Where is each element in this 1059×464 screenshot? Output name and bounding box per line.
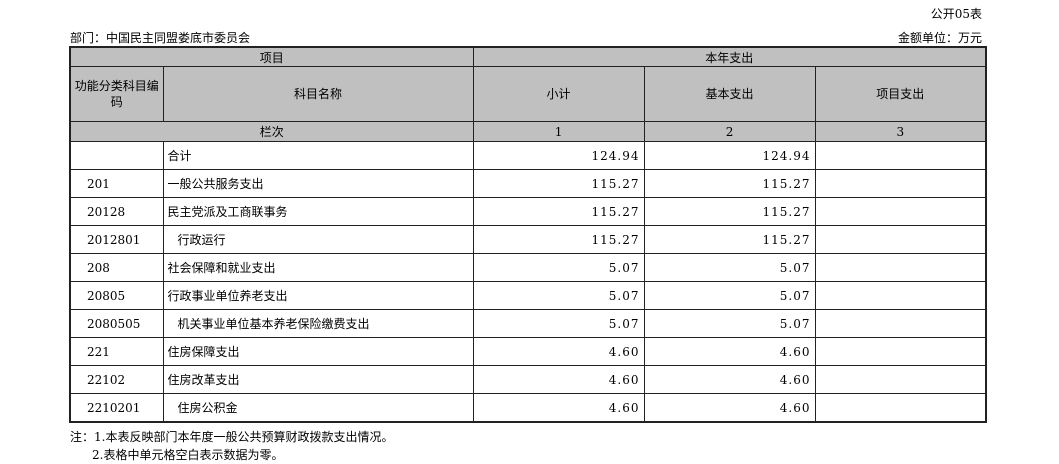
table-row: 201 一般公共服务支出 115.27 115.27 xyxy=(69,169,987,198)
cell-name: 行政事业单位养老支出 xyxy=(162,281,474,310)
cell-basic: 115.27 xyxy=(643,225,816,254)
cell-name: 民主党派及工商联事务 xyxy=(162,197,474,226)
table-row: 20805 行政事业单位养老支出 5.07 5.07 xyxy=(69,281,987,310)
header-current-year: 本年支出 xyxy=(472,46,987,67)
cell-name: 住房保障支出 xyxy=(162,337,474,366)
header-project: 项目 xyxy=(69,46,474,67)
col-number-1: 1 xyxy=(472,121,645,142)
col-number-3: 3 xyxy=(814,121,987,142)
cell-code: 2012801 xyxy=(69,225,164,254)
notes: 注：1.本表反映部门本年度一般公共预算财政拨款支出情况。 2.表格中单元格空白表… xyxy=(70,428,393,464)
cell-name: 社会保障和就业支出 xyxy=(162,253,474,282)
form-number: 公开05表 xyxy=(930,7,982,21)
table-row: 2080505 机关事业单位基本养老保险缴费支出 5.07 5.07 xyxy=(69,309,987,338)
header-name: 科目名称 xyxy=(162,66,474,122)
cell-project xyxy=(814,197,987,226)
cell-basic: 4.60 xyxy=(643,365,816,394)
cell-project xyxy=(814,337,987,366)
department-label: 部门：中国民主同盟娄底市委员会 xyxy=(70,31,251,45)
cell-code: 20128 xyxy=(69,197,164,226)
table-row: 22102 住房改革支出 4.60 4.60 xyxy=(69,365,987,394)
cell-code: 221 xyxy=(69,337,164,366)
cell-project xyxy=(814,225,987,254)
cell-name: 机关事业单位基本养老保险缴费支出 xyxy=(162,309,474,338)
cell-basic: 115.27 xyxy=(643,197,816,226)
cell-subtotal: 5.07 xyxy=(472,253,645,282)
header-subtotal: 小计 xyxy=(472,66,645,122)
cell-name: 行政运行 xyxy=(162,225,474,254)
cell-name: 住房公积金 xyxy=(162,393,474,423)
cell-basic: 115.27 xyxy=(643,169,816,198)
note-2: 2.表格中单元格空白表示数据为零。 xyxy=(92,448,284,462)
cell-subtotal: 115.27 xyxy=(472,169,645,198)
cell-code: 2080505 xyxy=(69,309,164,338)
cell-basic: 5.07 xyxy=(643,253,816,282)
cell-basic: 124.94 xyxy=(643,141,816,170)
cell-project xyxy=(814,169,987,198)
cell-subtotal: 5.07 xyxy=(472,281,645,310)
cell-project xyxy=(814,141,987,170)
header-column-order: 栏次 xyxy=(69,121,474,142)
cell-code: 201 xyxy=(69,169,164,198)
header-basic: 基本支出 xyxy=(643,66,816,122)
expenditure-table: 项目 本年支出 功能分类科目编码 科目名称 小计 基本支出 项目支出 栏次 1 … xyxy=(69,46,988,423)
cell-subtotal: 5.07 xyxy=(472,309,645,338)
cell-code: 2210201 xyxy=(69,393,164,423)
cell-name: 住房改革支出 xyxy=(162,365,474,394)
cell-subtotal: 4.60 xyxy=(472,393,645,423)
cell-code: 20805 xyxy=(69,281,164,310)
table-row: 20128 民主党派及工商联事务 115.27 115.27 xyxy=(69,197,987,226)
cell-code: 22102 xyxy=(69,365,164,394)
unit-label: 金额单位：万元 xyxy=(897,31,982,45)
table-row: 2012801 行政运行 115.27 115.27 xyxy=(69,225,987,254)
table-row: 2210201 住房公积金 4.60 4.60 xyxy=(69,393,987,423)
table-row: 208 社会保障和就业支出 5.07 5.07 xyxy=(69,253,987,282)
col-number-2: 2 xyxy=(643,121,816,142)
cell-project xyxy=(814,393,987,423)
cell-subtotal: 115.27 xyxy=(472,225,645,254)
table-row: 合计 124.94 124.94 xyxy=(69,141,987,170)
table-row: 221 住房保障支出 4.60 4.60 xyxy=(69,337,987,366)
cell-project xyxy=(814,253,987,282)
cell-project xyxy=(814,309,987,338)
cell-basic: 5.07 xyxy=(643,309,816,338)
header-project-expenditure: 项目支出 xyxy=(814,66,987,122)
cell-name: 一般公共服务支出 xyxy=(162,169,474,198)
cell-name: 合计 xyxy=(162,141,474,170)
cell-project xyxy=(814,365,987,394)
header-code: 功能分类科目编码 xyxy=(69,66,164,122)
cell-subtotal: 4.60 xyxy=(472,337,645,366)
cell-code xyxy=(69,141,164,170)
cell-code: 208 xyxy=(69,253,164,282)
cell-basic: 4.60 xyxy=(643,393,816,423)
cell-subtotal: 124.94 xyxy=(472,141,645,170)
cell-subtotal: 115.27 xyxy=(472,197,645,226)
cell-basic: 4.60 xyxy=(643,337,816,366)
cell-subtotal: 4.60 xyxy=(472,365,645,394)
cell-basic: 5.07 xyxy=(643,281,816,310)
note-1: 注：1.本表反映部门本年度一般公共预算财政拨款支出情况。 xyxy=(70,430,394,444)
cell-project xyxy=(814,281,987,310)
